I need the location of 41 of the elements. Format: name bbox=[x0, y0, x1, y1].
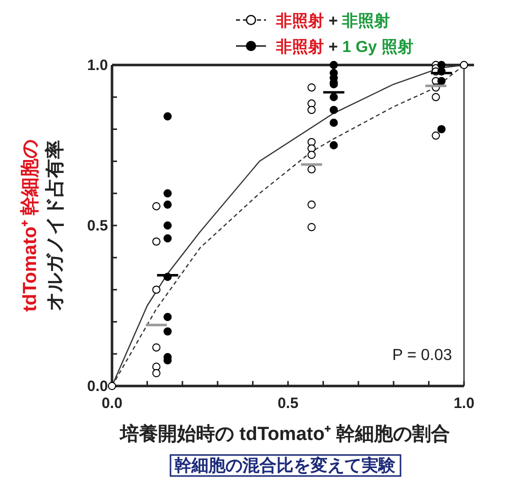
y-tick-label: 0.5 bbox=[87, 218, 108, 234]
x-tick-label: 1.0 bbox=[454, 395, 474, 412]
point bbox=[330, 118, 338, 127]
point bbox=[164, 221, 172, 230]
annotation: P = 0.03 bbox=[392, 347, 452, 364]
point bbox=[307, 200, 316, 209]
point bbox=[307, 83, 316, 92]
text: 幹細胞の混合比を変えて実験 bbox=[174, 456, 396, 475]
point bbox=[164, 112, 172, 120]
point bbox=[330, 93, 338, 102]
point bbox=[437, 125, 446, 134]
point bbox=[307, 150, 316, 159]
point bbox=[164, 327, 172, 336]
point bbox=[432, 93, 440, 102]
x-tick-label: 0.0 bbox=[102, 395, 122, 412]
x-axis-title: 培養開始時の tdTomato⁺ 幹細胞の割合 bbox=[119, 423, 450, 445]
point bbox=[307, 223, 316, 232]
point bbox=[152, 286, 160, 294]
point bbox=[307, 106, 316, 114]
point bbox=[164, 200, 172, 209]
point bbox=[307, 165, 316, 174]
point bbox=[330, 106, 338, 114]
point bbox=[152, 202, 160, 210]
point bbox=[330, 60, 338, 70]
point bbox=[152, 237, 160, 246]
point bbox=[152, 369, 160, 378]
point bbox=[432, 132, 440, 140]
y-axis-title: tdTomato⁺ 幹細胞のオルガノイド占有率 bbox=[19, 139, 66, 312]
legend-label: 非照射 + 非照射 bbox=[275, 12, 390, 30]
point bbox=[164, 234, 172, 242]
point bbox=[460, 60, 468, 70]
point bbox=[152, 343, 160, 352]
point bbox=[164, 189, 172, 198]
y-tick-label: 1.0 bbox=[87, 57, 108, 74]
point bbox=[164, 312, 172, 322]
legend-label: 非照射 + 1 Gy 照射 bbox=[275, 38, 414, 56]
point bbox=[330, 141, 338, 150]
point bbox=[437, 76, 446, 86]
point bbox=[108, 382, 116, 390]
y-tick-label: 0.0 bbox=[87, 378, 108, 395]
x-tick-label: 0.5 bbox=[278, 395, 298, 412]
